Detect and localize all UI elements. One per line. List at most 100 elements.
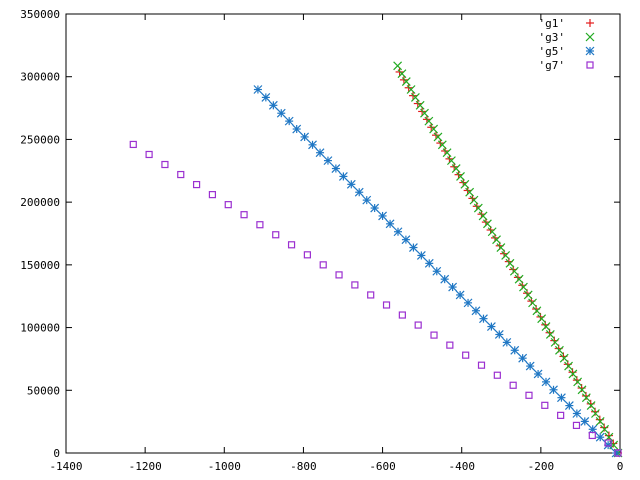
legend-marker <box>585 46 595 56</box>
data-point <box>429 124 439 134</box>
data-point <box>586 401 596 411</box>
data-point <box>510 345 520 355</box>
data-point <box>494 330 504 339</box>
data-point <box>331 164 341 173</box>
data-point <box>557 393 566 403</box>
x-tick-label: -1400 <box>49 460 82 473</box>
y-tick-label: 200000 <box>20 196 60 209</box>
data-point <box>509 266 519 276</box>
data-point <box>351 281 359 289</box>
data-point <box>129 140 137 149</box>
data-point <box>287 241 296 249</box>
legend-marker <box>586 19 594 27</box>
data-point <box>268 100 278 110</box>
legend-label: 'g5' <box>539 45 566 58</box>
data-point <box>462 351 470 359</box>
data-point <box>501 251 511 260</box>
data-point <box>469 195 479 205</box>
data-point <box>581 393 591 403</box>
data-point <box>272 231 280 239</box>
y-tick-label: 250000 <box>20 133 60 146</box>
data-point <box>514 274 524 284</box>
x-tick-label: -1200 <box>129 460 162 473</box>
data-point <box>354 187 364 197</box>
data-point <box>335 271 343 279</box>
data-point <box>525 361 535 371</box>
data-point <box>580 416 590 426</box>
data-point <box>410 92 420 102</box>
data-point <box>483 219 492 229</box>
y-tick-label: 50000 <box>27 384 60 397</box>
data-point <box>523 290 533 300</box>
data-point <box>323 156 333 166</box>
x-tick-label: -800 <box>290 460 317 473</box>
data-point <box>600 424 609 434</box>
legend: 'g1''g3''g5''g7' <box>539 17 595 72</box>
y-tick-label: 0 <box>53 447 60 460</box>
data-point <box>401 77 411 87</box>
legend-entry: 'g3' <box>539 31 595 44</box>
legend-entry: 'g1' <box>539 17 594 30</box>
x-tick-label: -600 <box>369 460 396 473</box>
data-points <box>129 61 623 458</box>
data-point <box>533 369 543 379</box>
data-point <box>559 353 569 363</box>
data-point <box>440 274 450 284</box>
data-point <box>451 164 461 173</box>
data-point <box>420 108 429 118</box>
data-point <box>393 61 403 71</box>
data-point <box>448 282 458 292</box>
data-point <box>573 377 583 387</box>
y-tick-label: 100000 <box>20 322 60 335</box>
legend-label: 'g1' <box>539 17 566 30</box>
axis-ticks <box>65 13 621 454</box>
data-point <box>572 409 582 418</box>
data-point <box>308 140 317 150</box>
data-point <box>442 148 452 158</box>
data-point <box>487 227 497 237</box>
series-g3 <box>393 61 623 458</box>
data-point <box>473 203 483 213</box>
data-point <box>430 331 438 339</box>
data-point <box>509 381 517 389</box>
axis-tick-labels: -1400 -1200 -1000 -800 -600 -400 -200 0 0 50000 10… <box>20 8 623 473</box>
data-point <box>385 219 395 229</box>
data-point <box>496 243 506 252</box>
data-point <box>284 116 294 126</box>
data-point <box>465 187 475 197</box>
data-point <box>478 211 488 221</box>
data-point <box>525 391 533 399</box>
plot-frame <box>65 13 621 454</box>
data-point <box>401 235 411 245</box>
data-point <box>568 369 578 379</box>
legend-label: 'g3' <box>539 31 566 44</box>
data-point <box>604 431 613 440</box>
data-point <box>479 314 488 324</box>
series-g5 <box>253 85 621 458</box>
data-point <box>432 266 442 276</box>
x-tick-label: -200 <box>528 460 555 473</box>
data-point <box>253 85 263 94</box>
data-point <box>256 221 264 229</box>
data-point <box>456 172 465 181</box>
data-point <box>338 172 348 181</box>
data-point <box>409 243 418 252</box>
data-point <box>471 306 481 316</box>
data-point <box>577 385 587 395</box>
data-point <box>362 195 372 205</box>
data-point <box>545 330 555 339</box>
data-point <box>477 361 486 369</box>
data-point <box>550 337 560 347</box>
data-point <box>303 251 311 259</box>
data-point <box>398 311 406 319</box>
data-point <box>292 124 302 134</box>
data-point <box>145 150 153 159</box>
data-point <box>541 377 551 387</box>
data-point <box>397 69 407 79</box>
data-point <box>192 180 201 189</box>
data-point <box>378 211 387 221</box>
data-point <box>492 235 501 245</box>
data-point <box>447 156 456 166</box>
data-point <box>424 258 434 268</box>
y-tick-label: 300000 <box>20 71 60 84</box>
